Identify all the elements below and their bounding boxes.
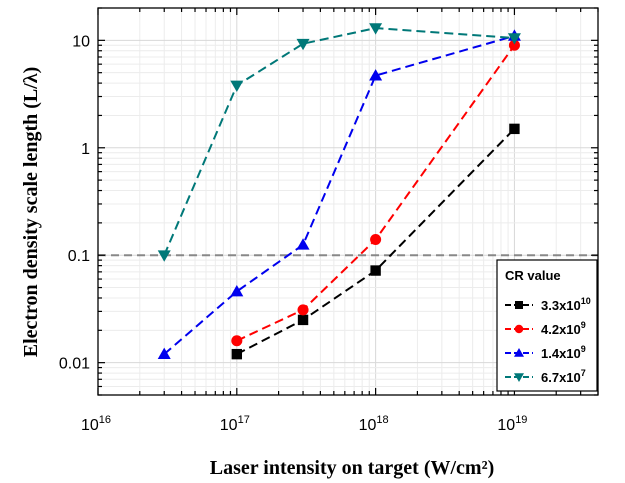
x-tick-label: 1018	[359, 414, 389, 434]
legend-label: 1.4x109	[541, 344, 586, 361]
data-point	[231, 348, 243, 360]
data-point	[296, 238, 310, 250]
data-point	[297, 314, 309, 326]
legend-label: 3.3x1010	[541, 296, 591, 313]
x-axis-title: Laser intensity on target (W/cm²)	[210, 457, 494, 479]
data-point	[370, 265, 381, 276]
data-point	[515, 301, 523, 309]
data-point	[230, 80, 244, 92]
data-point	[369, 69, 383, 81]
legend-label: 6.7x107	[541, 368, 586, 385]
data-point	[157, 347, 171, 360]
legend-item: 4.2x109	[505, 320, 586, 337]
series-line	[236, 44, 516, 342]
x-tick-label: 1019	[497, 414, 527, 434]
axis-ticks: 1016 1017 1018 1019 0.01 0.1 1 10	[59, 7, 599, 434]
data-point	[296, 38, 310, 51]
series-line	[163, 34, 515, 355]
data-point	[514, 324, 524, 334]
y-tick-label: 1	[81, 141, 90, 158]
legend-item: 1.4x109	[505, 344, 586, 361]
y-axis-title: Electron density scale length (L/λ)	[20, 67, 42, 358]
y-tick-label: 10	[72, 33, 90, 50]
legend-label: 4.2x109	[541, 320, 586, 337]
y-tick-label: 0.1	[68, 248, 90, 265]
data-point	[230, 284, 244, 297]
data-point	[297, 304, 309, 316]
data-point	[370, 233, 382, 246]
legend-item: 3.3x1010	[505, 296, 591, 313]
series-1	[231, 123, 520, 360]
x-tick-label: 1017	[220, 414, 250, 434]
legend-title: CR value	[505, 268, 561, 283]
plot-frame	[97, 7, 599, 396]
series-line	[236, 128, 516, 356]
data-point	[231, 335, 243, 347]
data-point	[514, 373, 524, 382]
series-3	[157, 29, 521, 360]
series-4	[157, 23, 521, 262]
y-tick-label: 0.01	[59, 356, 90, 373]
series-2	[231, 39, 520, 347]
legend: CR value 3.3x1010 4.2x109 1.4x109 6.7x107	[496, 259, 598, 392]
legend-box	[496, 259, 598, 392]
data-point	[508, 39, 520, 51]
data-point	[369, 23, 383, 35]
x-tick-label: 1016	[81, 414, 111, 434]
series-layer	[157, 23, 521, 360]
data-point	[157, 250, 171, 262]
legend-item: 6.7x107	[505, 368, 586, 385]
series-line	[163, 27, 515, 256]
data-point	[514, 348, 524, 357]
data-point	[509, 123, 520, 135]
data-point	[507, 33, 521, 45]
